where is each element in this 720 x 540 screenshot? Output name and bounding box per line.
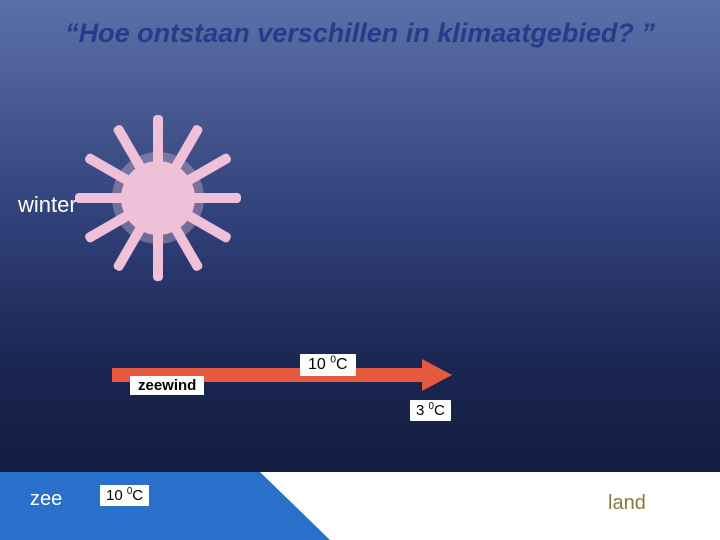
sea-temp-value: 10 [106,487,123,504]
slide-stage: “Hoe ontstaan verschillen in klimaatgebi… [0,0,720,540]
land-label: land [608,492,646,515]
sea-temp: 10 0C [100,485,149,506]
sea-temp-unit: C [132,487,143,504]
sea-label: zee [30,488,62,511]
sea-shape [0,0,720,540]
